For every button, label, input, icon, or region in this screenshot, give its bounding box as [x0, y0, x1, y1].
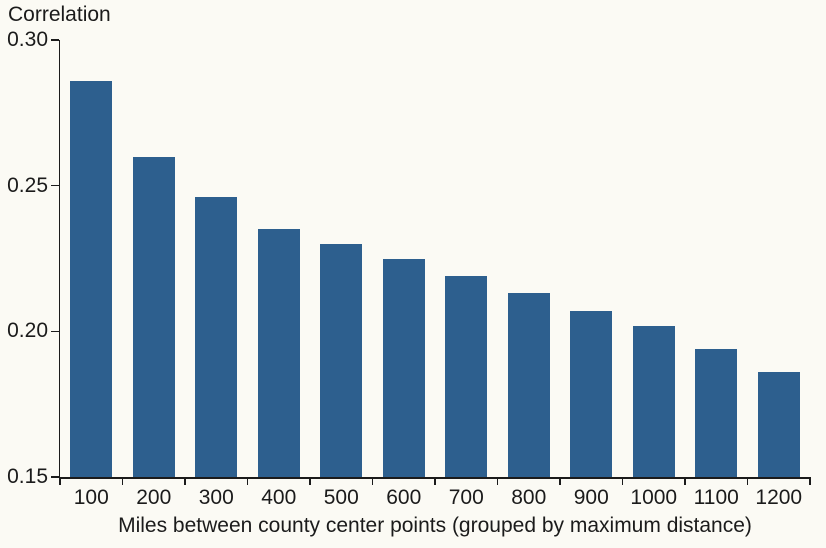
x-tick-label: 900 — [573, 486, 609, 509]
y-tick-label: 0.25 — [7, 173, 48, 197]
x-tick-mark — [371, 477, 374, 485]
x-tick-label: 1100 — [693, 486, 739, 509]
y-tick-label: 0.20 — [7, 319, 48, 343]
x-tick-mark — [496, 477, 499, 485]
bar-900 — [570, 310, 613, 477]
x-tick-mark — [746, 477, 749, 485]
y-axis-line — [58, 40, 60, 484]
bar-500 — [320, 243, 363, 477]
bar-1000 — [632, 325, 675, 477]
y-tick-mark — [50, 184, 59, 187]
y-tick-mark — [50, 330, 59, 333]
y-tick-label: 0.30 — [7, 28, 48, 51]
bar-800 — [507, 293, 550, 477]
x-tick-label: 300 — [198, 486, 234, 509]
x-tick-mark — [184, 477, 186, 485]
x-tick-label: 200 — [136, 486, 172, 509]
x-tick-mark — [309, 477, 311, 485]
plot-area: 0.15 0.20 0.25 0.30 100 200 300 400 500 600 700 800… — [7, 28, 811, 509]
x-tick-mark — [246, 477, 249, 485]
x-tick-mark — [121, 477, 124, 485]
bar-200 — [132, 156, 175, 477]
x-tick-label: 1200 — [755, 486, 803, 509]
bar-100 — [70, 80, 113, 477]
x-tick-label: 700 — [448, 486, 484, 509]
x-axis-title: Miles between county center points (grou… — [118, 514, 752, 537]
bar-600 — [382, 258, 425, 477]
x-tick-label: 800 — [511, 486, 547, 509]
y-tick-mark — [50, 39, 59, 41]
x-tick-label: 500 — [323, 486, 359, 509]
bar-1100 — [695, 348, 738, 477]
x-tick-mark — [621, 477, 624, 485]
bar-700 — [445, 275, 488, 477]
bar-300 — [195, 197, 238, 477]
y-tick-mark — [50, 476, 59, 478]
x-tick-mark — [684, 477, 686, 485]
x-tick-label: 600 — [386, 486, 422, 509]
x-tick-mark — [809, 477, 811, 485]
x-tick-mark — [434, 477, 436, 485]
x-tick-label: 100 — [73, 486, 109, 509]
x-tick-mark — [59, 477, 61, 485]
bar-400 — [257, 229, 300, 477]
x-tick-mark — [559, 477, 561, 485]
bar-1200 — [757, 372, 800, 477]
x-tick-label: 400 — [261, 486, 297, 509]
y-axis-title: Correlation — [8, 3, 111, 26]
x-tick-label: 1000 — [630, 486, 678, 509]
y-tick-label: 0.15 — [7, 465, 48, 488]
